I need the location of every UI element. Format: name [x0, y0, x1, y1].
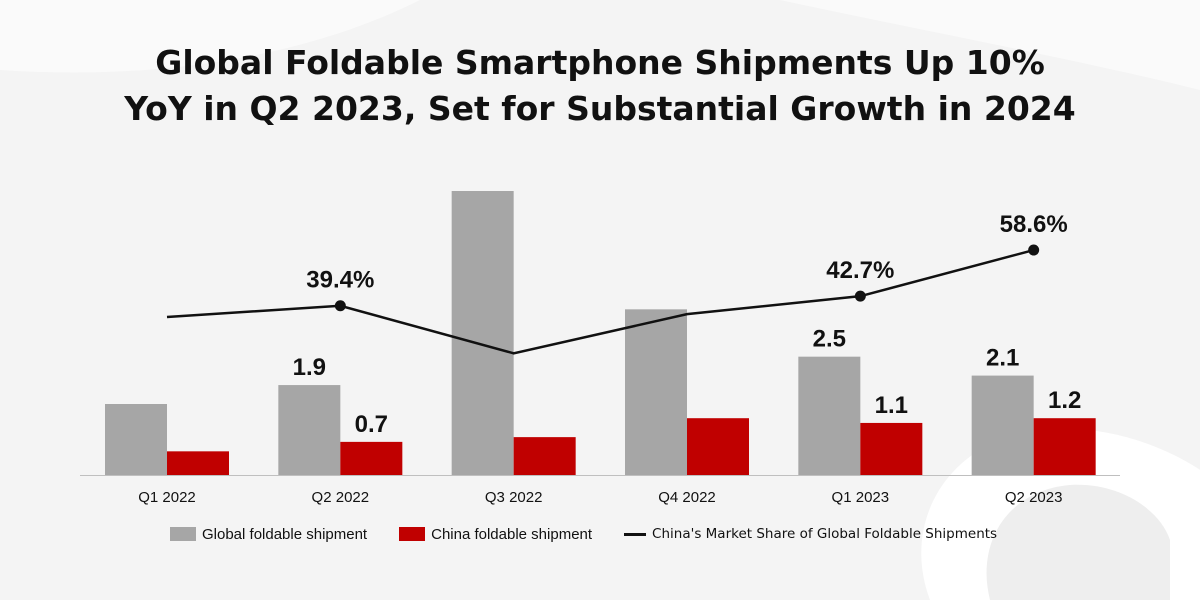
- bar-global-1: [278, 385, 341, 475]
- share-label-1: 39.4%: [306, 267, 374, 294]
- x-tick-label-1: Q2 2022: [312, 489, 370, 506]
- share-label-5: 58.6%: [1000, 211, 1068, 238]
- bar-global-3: [625, 309, 687, 475]
- chart-title-line-2: YoY in Q2 2023, Set for Substantial Grow…: [124, 89, 1076, 128]
- chart-legend: Global foldable shipment China foldable …: [170, 520, 1029, 548]
- data-label-global-5: 2.1: [986, 345, 1019, 372]
- bar-china-1: [340, 441, 403, 475]
- bar-global-0: [105, 404, 167, 475]
- x-tick-label-2: Q3 2022: [485, 489, 543, 506]
- legend-swatch-global: [170, 527, 196, 541]
- bar-global-4: [798, 356, 861, 475]
- share-point-5: [1028, 244, 1040, 256]
- share-line: [166, 248, 1034, 355]
- data-label-china-5: 1.2: [1048, 387, 1081, 414]
- legend-item-share: China's Market Share of Global Foldable …: [624, 526, 997, 542]
- legend-item-global: Global foldable shipment: [170, 526, 367, 543]
- data-label-china-4: 1.1: [875, 392, 908, 419]
- bar-global-5: [971, 375, 1034, 475]
- bar-china-3: [687, 418, 749, 475]
- share-label-4: 42.7%: [826, 257, 894, 284]
- bar-global-2: [451, 191, 514, 475]
- bar-china-0: [167, 451, 229, 475]
- bar-china-4: [860, 422, 923, 475]
- share-point-1: [334, 300, 346, 312]
- x-tick-label-0: Q1 2022: [138, 489, 196, 506]
- data-label-global-1: 1.9: [293, 354, 326, 381]
- legend-label-china: China foldable shipment: [431, 525, 593, 543]
- legend-swatch-share: [624, 532, 647, 536]
- chart-title-line-1: Global Foldable Smartphone Shipments Up …: [155, 43, 1045, 82]
- data-label-global-4: 2.5: [813, 326, 846, 353]
- data-label-china-1: 0.7: [355, 411, 388, 438]
- x-tick-label-5: Q2 2023: [1005, 489, 1063, 506]
- legend-item-china: China foldable shipment: [399, 526, 592, 543]
- legend-swatch-china: [399, 527, 426, 541]
- legend-label-share: China's Market Share of Global Foldable …: [652, 526, 998, 542]
- chart-title: Global Foldable Smartphone Shipments Up …: [0, 40, 1200, 132]
- x-tick-label-3: Q4 2022: [658, 489, 716, 506]
- share-point-4: [854, 290, 866, 302]
- bar-china-5: [1033, 418, 1096, 475]
- bar-china-2: [513, 437, 576, 475]
- x-tick-label-4: Q1 2023: [832, 489, 890, 506]
- legend-label-global: Global foldable shipment: [202, 525, 368, 543]
